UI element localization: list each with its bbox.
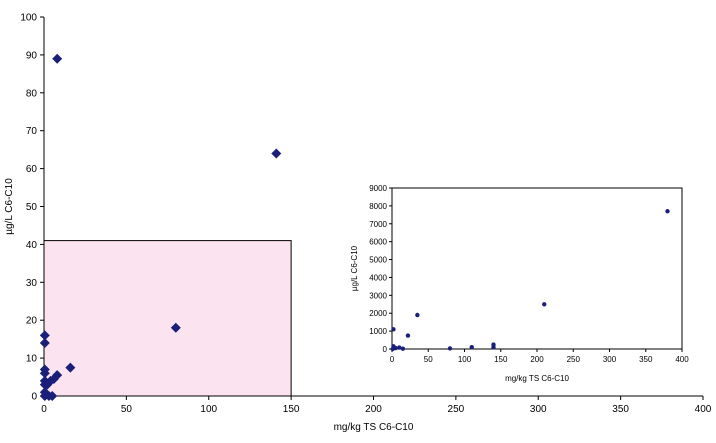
highlight-region: [43, 240, 292, 397]
inset-y-tick-label: 9000: [369, 184, 387, 193]
main-x-tick-label: 300: [530, 404, 547, 415]
inset-data-point: [400, 346, 406, 351]
main-y-tick-label: 10: [26, 354, 38, 365]
main-y-tick-label: 90: [26, 50, 38, 61]
main-x-tick-label: 100: [200, 404, 217, 415]
inset-data-point: [391, 327, 396, 332]
main-x-tick-label: 200: [365, 404, 382, 415]
inset-y-axis-title: µg/L C6-C10: [350, 245, 359, 291]
main-y-tick-label: 40: [26, 240, 38, 251]
inset-data-point: [390, 346, 395, 352]
main-x-tick-label: 150: [283, 404, 300, 415]
main-x-tick-label: 50: [121, 404, 133, 415]
inset-y-tick-label: 4000: [369, 273, 387, 282]
main-x-tick-label: 0: [41, 404, 47, 415]
main-data-point: [52, 53, 63, 64]
inset-x-tick-label: 400: [675, 355, 689, 364]
inset-data-point: [405, 333, 411, 338]
inset-x-tick-label: 350: [639, 355, 653, 364]
main-x-tick-label: 400: [695, 404, 712, 415]
main-data-point: [271, 148, 282, 159]
main-y-axis-title: µg/L C6-C10: [4, 178, 15, 235]
inset-x-tick-label: 200: [530, 355, 544, 364]
main-data-point: [170, 322, 181, 333]
main-data-point: [39, 337, 50, 348]
main-y-tick-label: 100: [20, 13, 37, 24]
main-x-tick-label: 350: [612, 404, 629, 415]
inset-x-tick-label: 300: [603, 355, 617, 364]
main-y-tick-label: 70: [26, 126, 38, 137]
main-y-tick-label: 80: [26, 88, 38, 99]
inset-x-tick-label: 0: [390, 355, 395, 364]
inset-plot-area: [391, 187, 683, 350]
inset-x-tick-label: 150: [494, 355, 508, 364]
inset-data-point: [469, 345, 474, 350]
inset-y-tick-label: 1000: [369, 327, 387, 336]
inset-x-tick-label: 50: [424, 355, 433, 364]
inset-y-tick-label: 5000: [369, 256, 387, 265]
inset-y-tick-label: 6000: [369, 238, 387, 247]
inset-y-tick-label: 8000: [369, 202, 387, 211]
main-data-point: [47, 391, 58, 401]
inset-data-point: [447, 346, 453, 351]
inset-x-axis-title: mg/kg TS C6-C10: [505, 374, 569, 383]
main-x-tick-label: 250: [448, 404, 465, 415]
main-data-point: [65, 362, 76, 373]
main-y-tick-label: 50: [26, 202, 38, 213]
inset-x-tick-label: 100: [458, 355, 472, 364]
inset-data-point: [415, 312, 420, 318]
main-y-tick-label: 0: [31, 392, 37, 403]
main-data-point: [39, 368, 50, 379]
inset-y-tick-label: 0: [383, 345, 388, 354]
inset-data-point: [542, 302, 547, 307]
main-x-axis-title: mg/kg TS C6-C10: [334, 422, 414, 433]
inset-data-point: [491, 345, 496, 350]
inset-y-tick-label: 7000: [369, 220, 387, 229]
inset-x-tick-label: 250: [567, 355, 581, 364]
main-y-tick-label: 30: [26, 278, 38, 289]
inset-data-point: [665, 209, 670, 214]
main-y-tick-label: 60: [26, 164, 38, 175]
main-data-point: [39, 330, 50, 341]
inset-y-tick-label: 2000: [369, 309, 387, 318]
inset-y-tick-label: 3000: [369, 291, 387, 300]
inset-data-point: [397, 345, 402, 350]
main-data-point: [39, 379, 50, 390]
main-y-tick-label: 20: [26, 316, 38, 327]
